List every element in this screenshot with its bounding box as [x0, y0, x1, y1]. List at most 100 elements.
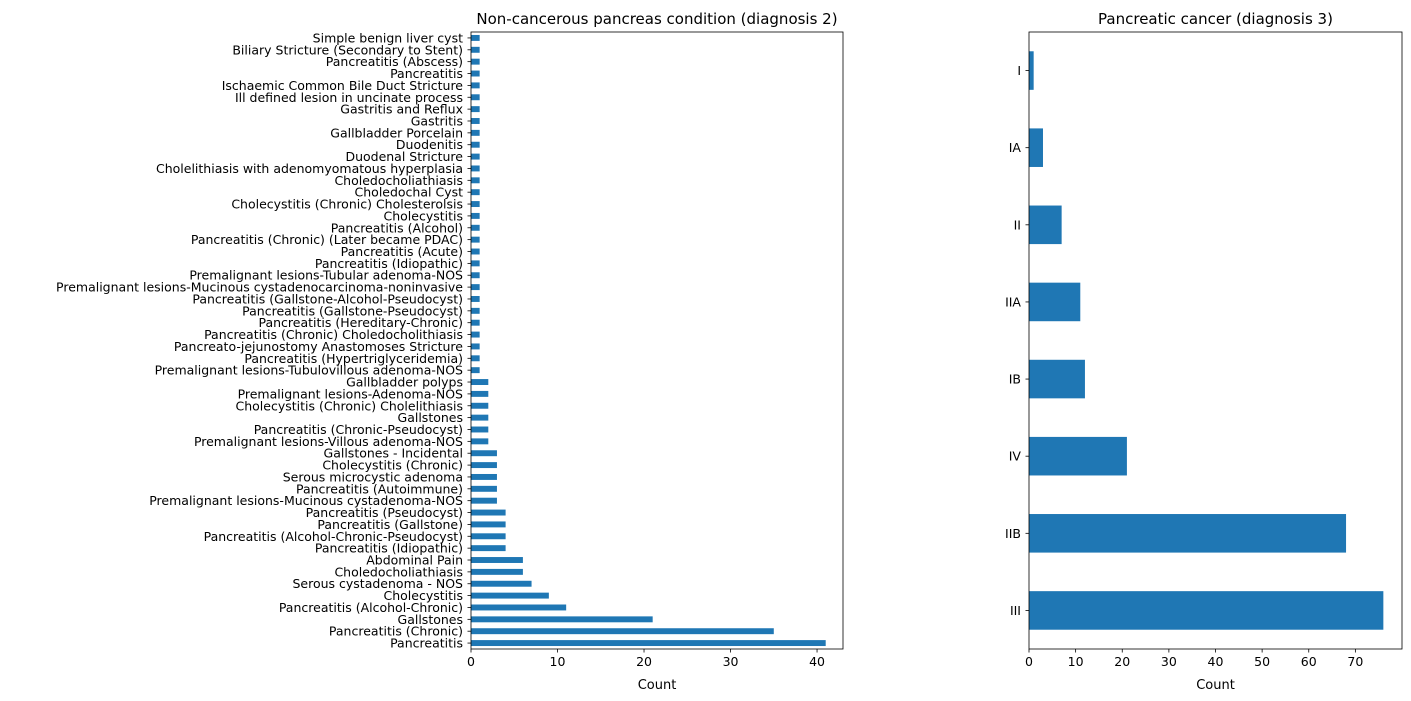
bar [471, 129, 480, 136]
plot-frame [470, 31, 844, 650]
bar [1029, 514, 1347, 553]
y-tick-label: Pancreatitis (Idiopathic) [315, 256, 463, 271]
y-tick-label: IA [1009, 140, 1022, 155]
bar [471, 296, 480, 302]
bar [1029, 128, 1043, 167]
bar [471, 462, 497, 469]
bar [471, 568, 523, 575]
bar [471, 355, 480, 362]
bar [471, 343, 480, 350]
y-tick-label: Pancreatitis (Abscess) [326, 54, 463, 69]
bar [1029, 359, 1085, 399]
y-tick-label: Pancreatitis (Chronic-Pseudocyst) [254, 422, 463, 437]
bar [471, 106, 480, 113]
y-tick-label: Gallbladder polyps [346, 375, 463, 390]
bar [471, 497, 497, 504]
bar [471, 604, 567, 611]
bar [1029, 436, 1127, 476]
y-tick-label: Pancreatitis (Idiopathic) [315, 541, 463, 556]
y-tick-label: Premalignant lesions-Villous adenoma-NOS [194, 434, 463, 449]
chart-title: Pancreatic cancer (diagnosis 3) [1098, 10, 1333, 28]
y-tick-label: Pancreatitis [390, 66, 463, 81]
x-tick-label: 10 [550, 654, 566, 669]
chart-title: Non-cancerous pancreas condition (diagno… [476, 10, 837, 28]
bar [471, 284, 480, 291]
y-tick-label: Cholelithiasis with adenomyomatous hyper… [156, 161, 463, 176]
y-tick-label: Biliary Stricture (Secondary to Stent) [232, 42, 463, 57]
bar [1029, 51, 1034, 90]
y-tick-label: Gallbladder Porcelain [330, 125, 463, 140]
x-tick-label: 10 [1068, 654, 1084, 669]
y-tick-label: Gallstones [398, 612, 463, 627]
bar [471, 367, 480, 374]
y-tick-label: Pancreatitis (Hereditary-Chronic) [258, 315, 463, 330]
bar [1029, 591, 1384, 630]
bar [471, 34, 480, 41]
bar [471, 628, 774, 635]
y-tick-label: Serous cystadenoma - NOS [292, 576, 463, 591]
y-tick-label: II [1014, 217, 1021, 232]
bar [471, 165, 480, 172]
y-tick-label: Pancreatitis (Chronic) (Later became PDA… [191, 232, 463, 247]
y-tick-label: Gallstones - Incidental [324, 446, 463, 461]
bar [471, 438, 489, 445]
bar [471, 82, 480, 89]
y-tick-label: Premalignant lesions-Tubular adenoma-NOS [189, 268, 463, 283]
bar [471, 450, 497, 457]
y-tick-label: Gastritis [411, 113, 463, 128]
y-tick-label: Pancreatitis [390, 636, 463, 651]
bar [471, 94, 480, 101]
bar [1029, 282, 1081, 322]
bar [471, 331, 480, 338]
bar [471, 379, 489, 385]
bar [471, 580, 532, 587]
bar [471, 592, 549, 599]
plot-frame [1028, 31, 1403, 650]
bar [471, 141, 480, 148]
y-tick-label: IIB [1005, 526, 1021, 541]
x-tick-label: 20 [1114, 654, 1130, 669]
y-tick-label: Pancreatitis (Autoimmune) [296, 481, 463, 496]
bar [471, 177, 480, 184]
y-tick-label: Cholecystitis [383, 208, 463, 223]
y-tick-label: Gastritis and Reflux [340, 102, 463, 117]
y-tick-label: Cholecystitis (Chronic) [322, 458, 463, 473]
bar [471, 521, 506, 528]
y-tick-label: Abdominal Pain [366, 553, 463, 568]
y-tick-label: Cholecystitis (Chronic) Cholesterolsis [231, 197, 463, 212]
bar [471, 189, 480, 196]
y-tick-label: Choledochal Cyst [355, 185, 464, 200]
y-tick-label: Ischaemic Common Bile Duct Stricture [222, 78, 464, 93]
bar [471, 390, 489, 397]
y-tick-label: Ill defined lesion in uncinate process [235, 90, 463, 105]
bar [471, 640, 826, 647]
y-tick-label: I [1017, 63, 1021, 78]
y-tick-label: III [1010, 603, 1021, 618]
bar [471, 260, 480, 267]
y-tick-label: Pancreatitis (Gallstone-Pseudocyst) [242, 303, 463, 318]
y-tick-label: Premalignant lesions-Tubulovillous adeno… [155, 363, 463, 378]
x-tick-label: 50 [1254, 654, 1270, 669]
x-axis-label: Count [638, 678, 677, 693]
x-tick-label: 30 [1161, 654, 1177, 669]
x-tick-label: 60 [1301, 654, 1317, 669]
x-tick-label: 20 [636, 654, 652, 669]
y-tick-label: IB [1009, 372, 1021, 387]
y-tick-label: Choledocholiathiasis [334, 173, 463, 188]
y-tick-label: Pancreatitis (Alcohol-Chronic) [279, 600, 463, 615]
bar [471, 201, 480, 208]
bar [471, 402, 489, 409]
bar [471, 473, 497, 480]
bar [471, 533, 506, 540]
x-axis-label: Count [1196, 678, 1235, 693]
y-tick-label: Serous microcystic adenoma [283, 469, 463, 484]
bar [471, 272, 480, 279]
bar [471, 224, 480, 231]
bar [1029, 205, 1062, 245]
y-tick-label: Pancreatitis (Gallstone) [317, 517, 463, 532]
bar [471, 118, 480, 124]
y-tick-label: Pancreatitis (Alcohol-Chronic-Pseudocyst… [204, 529, 463, 544]
bar [471, 557, 523, 563]
